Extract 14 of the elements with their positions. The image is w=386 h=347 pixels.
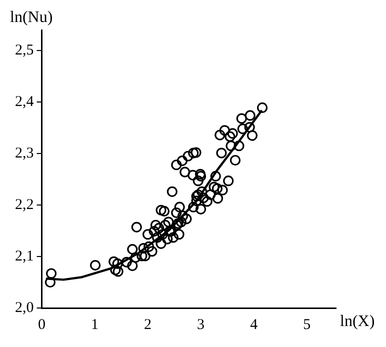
y-tick-label: 2,3 [15,145,34,162]
x-axis-title: ln(X) [340,313,375,330]
y-tick-label: 2,2 [15,196,34,213]
x-tick-label: 4 [250,316,258,333]
x-tick-label: 2 [144,316,152,333]
y-axis-title: ln(Nu) [10,9,53,26]
y-tick-label: 2,1 [15,248,34,264]
x-tick-label: 1 [91,316,99,333]
x-tick-label: 3 [197,316,205,333]
x-tick-label: 0 [38,316,46,333]
y-tick-label: 2,0 [15,300,34,316]
x-tick-label: 5 [303,316,311,333]
y-tick-label: 2,5 [15,42,34,59]
y-tick-label: 2,4 [15,94,34,110]
